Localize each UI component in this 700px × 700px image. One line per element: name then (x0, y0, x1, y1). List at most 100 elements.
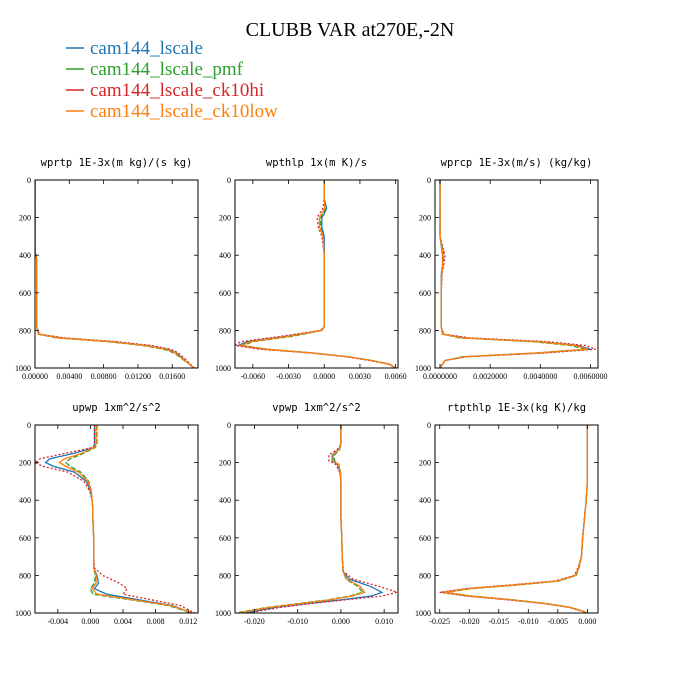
y-tick-label: 600 (19, 534, 31, 543)
y-tick-label: 400 (419, 251, 431, 260)
y-tick-label: 800 (19, 571, 31, 580)
y-tick-label: 0 (227, 421, 231, 430)
x-tick-label: 0.00000 (22, 372, 48, 381)
y-tick-label: 1000 (215, 364, 231, 373)
panel-title: wprtp 1E-3x(m kg)/(s kg) (41, 157, 193, 169)
x-tick-label: 0.00800 (91, 372, 117, 381)
series-line-cam144_lscale (439, 180, 591, 368)
x-tick-label: 0.0000 (313, 372, 335, 381)
y-tick-label: 600 (219, 289, 231, 298)
x-tick-label: 0.010 (375, 617, 393, 626)
x-tick-label: -0.015 (488, 617, 509, 626)
series-line-cam144_lscale_ck10hi (249, 425, 398, 613)
panel-title: rtpthlp 1E-3x(kg K)/kg (447, 402, 586, 414)
legend-label: cam144_lscale_ck10low (90, 101, 278, 122)
chart-panel: rtpthlp 1E-3x(kg K)/kg02004006008001000-… (415, 402, 599, 626)
y-tick-label: 800 (219, 571, 231, 580)
series-line-cam144_lscale_ck10low (238, 180, 396, 368)
y-tick-label: 1000 (215, 609, 231, 618)
x-tick-label: 0.0060 (385, 372, 407, 381)
series-line-cam144_lscale_ck10hi (235, 180, 396, 368)
y-tick-label: 200 (19, 459, 31, 468)
y-tick-label: 800 (419, 571, 431, 580)
series-line-cam144_lscale_ck10hi (35, 180, 195, 368)
plot-frame (434, 179, 599, 369)
y-tick-label: 0 (227, 176, 231, 185)
x-tick-label: 0.0060000 (573, 372, 607, 381)
x-tick-label: 0.0040000 (523, 372, 557, 381)
y-tick-label: 400 (219, 496, 231, 505)
chart-panel: wpthlp 1x(m K)/s 0 200 400 600 800 1000 -0.0060… (215, 157, 407, 381)
y-tick-label: 1000 (15, 609, 31, 618)
series-line-cam144_lscale_pmf (35, 180, 195, 368)
legend-label: cam144_lscale_pmf (90, 59, 244, 80)
y-tick-label: 600 (219, 534, 231, 543)
series-group (35, 425, 196, 613)
legend-item: cam144_lscale_ck10low (66, 101, 278, 122)
series-line-cam144_lscale_pmf (65, 425, 193, 613)
y-tick-label: 200 (419, 459, 431, 468)
x-tick-label: -0.0030 (276, 372, 301, 381)
series-line-cam144_lscale_ck10hi (35, 425, 196, 613)
plot-frame (234, 424, 399, 614)
x-tick-label: -0.005 (548, 617, 569, 626)
y-tick-label: 0 (27, 176, 31, 185)
legend-label: cam144_lscale (90, 38, 203, 59)
x-tick-label: 0.0020000 (473, 372, 507, 381)
series-group (35, 180, 195, 368)
x-tick-label: -0.010 (287, 617, 308, 626)
series-line-cam144_lscale_pmf (237, 425, 364, 613)
y-tick-label: 200 (219, 459, 231, 468)
y-tick-label: 1000 (15, 364, 31, 373)
panel-title: wprcp 1E-3x(m/s) (kg/kg) (441, 157, 593, 169)
y-tick-label: 400 (19, 251, 31, 260)
x-tick-label: 0.00400 (56, 372, 82, 381)
legend-label: cam144_lscale_ck10hi (90, 80, 264, 101)
x-tick-label: 0.012 (179, 617, 197, 626)
series-line-cam144_lscale (245, 425, 384, 613)
x-tick-label: -0.025 (429, 617, 450, 626)
legend-item: cam144_lscale_pmf (66, 59, 244, 80)
x-tick-label: -0.020 (244, 617, 265, 626)
series-line-cam144_lscale (35, 180, 195, 368)
chart-panel: wprtp 1E-3x(m kg)/(s kg) 0 200 400 600 800 100… (15, 157, 199, 381)
y-tick-label: 600 (19, 289, 31, 298)
series-line-cam144_lscale_ck10low (58, 425, 194, 613)
y-tick-label: 800 (419, 326, 431, 335)
y-tick-label: 400 (19, 496, 31, 505)
y-tick-label: 800 (19, 326, 31, 335)
figure-title: CLUBB VAR at270E,-2N (246, 19, 455, 41)
y-tick-label: 1000 (415, 609, 431, 618)
x-tick-label: -0.004 (47, 617, 68, 626)
panel-title: vpwp 1xm^2/s^2 (272, 402, 361, 414)
series-line-cam144_lscale_ck10hi (439, 180, 596, 368)
y-tick-label: 200 (419, 214, 431, 223)
series-line-cam144_lscale_ck10low (239, 425, 366, 613)
plot-frame (234, 179, 399, 369)
x-tick-label: 0.01600 (159, 372, 185, 381)
y-tick-label: 0 (27, 421, 31, 430)
plot-frame (34, 424, 199, 614)
x-tick-label: -0.010 (518, 617, 539, 626)
series-line-cam144_lscale_ck10low (443, 425, 589, 613)
y-tick-label: 0 (427, 421, 431, 430)
x-tick-label: 0.008 (147, 617, 165, 626)
panel-title: upwp 1xm^2/s^2 (72, 402, 161, 414)
y-tick-label: 400 (419, 496, 431, 505)
series-line-cam144_lscale_ck10low (35, 180, 195, 368)
x-tick-label: -0.0060 (241, 372, 266, 381)
x-tick-label: -0.020 (459, 617, 480, 626)
legend-item: cam144_lscale_ck10hi (66, 80, 264, 101)
x-tick-label: 0.004 (114, 617, 132, 626)
y-tick-label: 0 (427, 176, 431, 185)
x-tick-label: 0.0000000 (423, 372, 457, 381)
y-tick-label: 800 (219, 326, 231, 335)
y-tick-label: 600 (419, 289, 431, 298)
y-tick-label: 200 (19, 214, 31, 223)
legend: cam144_lscalecam144_lscale_pmfcam144_lsc… (66, 38, 278, 122)
y-tick-label: 200 (219, 214, 231, 223)
y-tick-label: 400 (219, 251, 231, 260)
series-group (439, 425, 589, 613)
series-group (439, 180, 596, 368)
